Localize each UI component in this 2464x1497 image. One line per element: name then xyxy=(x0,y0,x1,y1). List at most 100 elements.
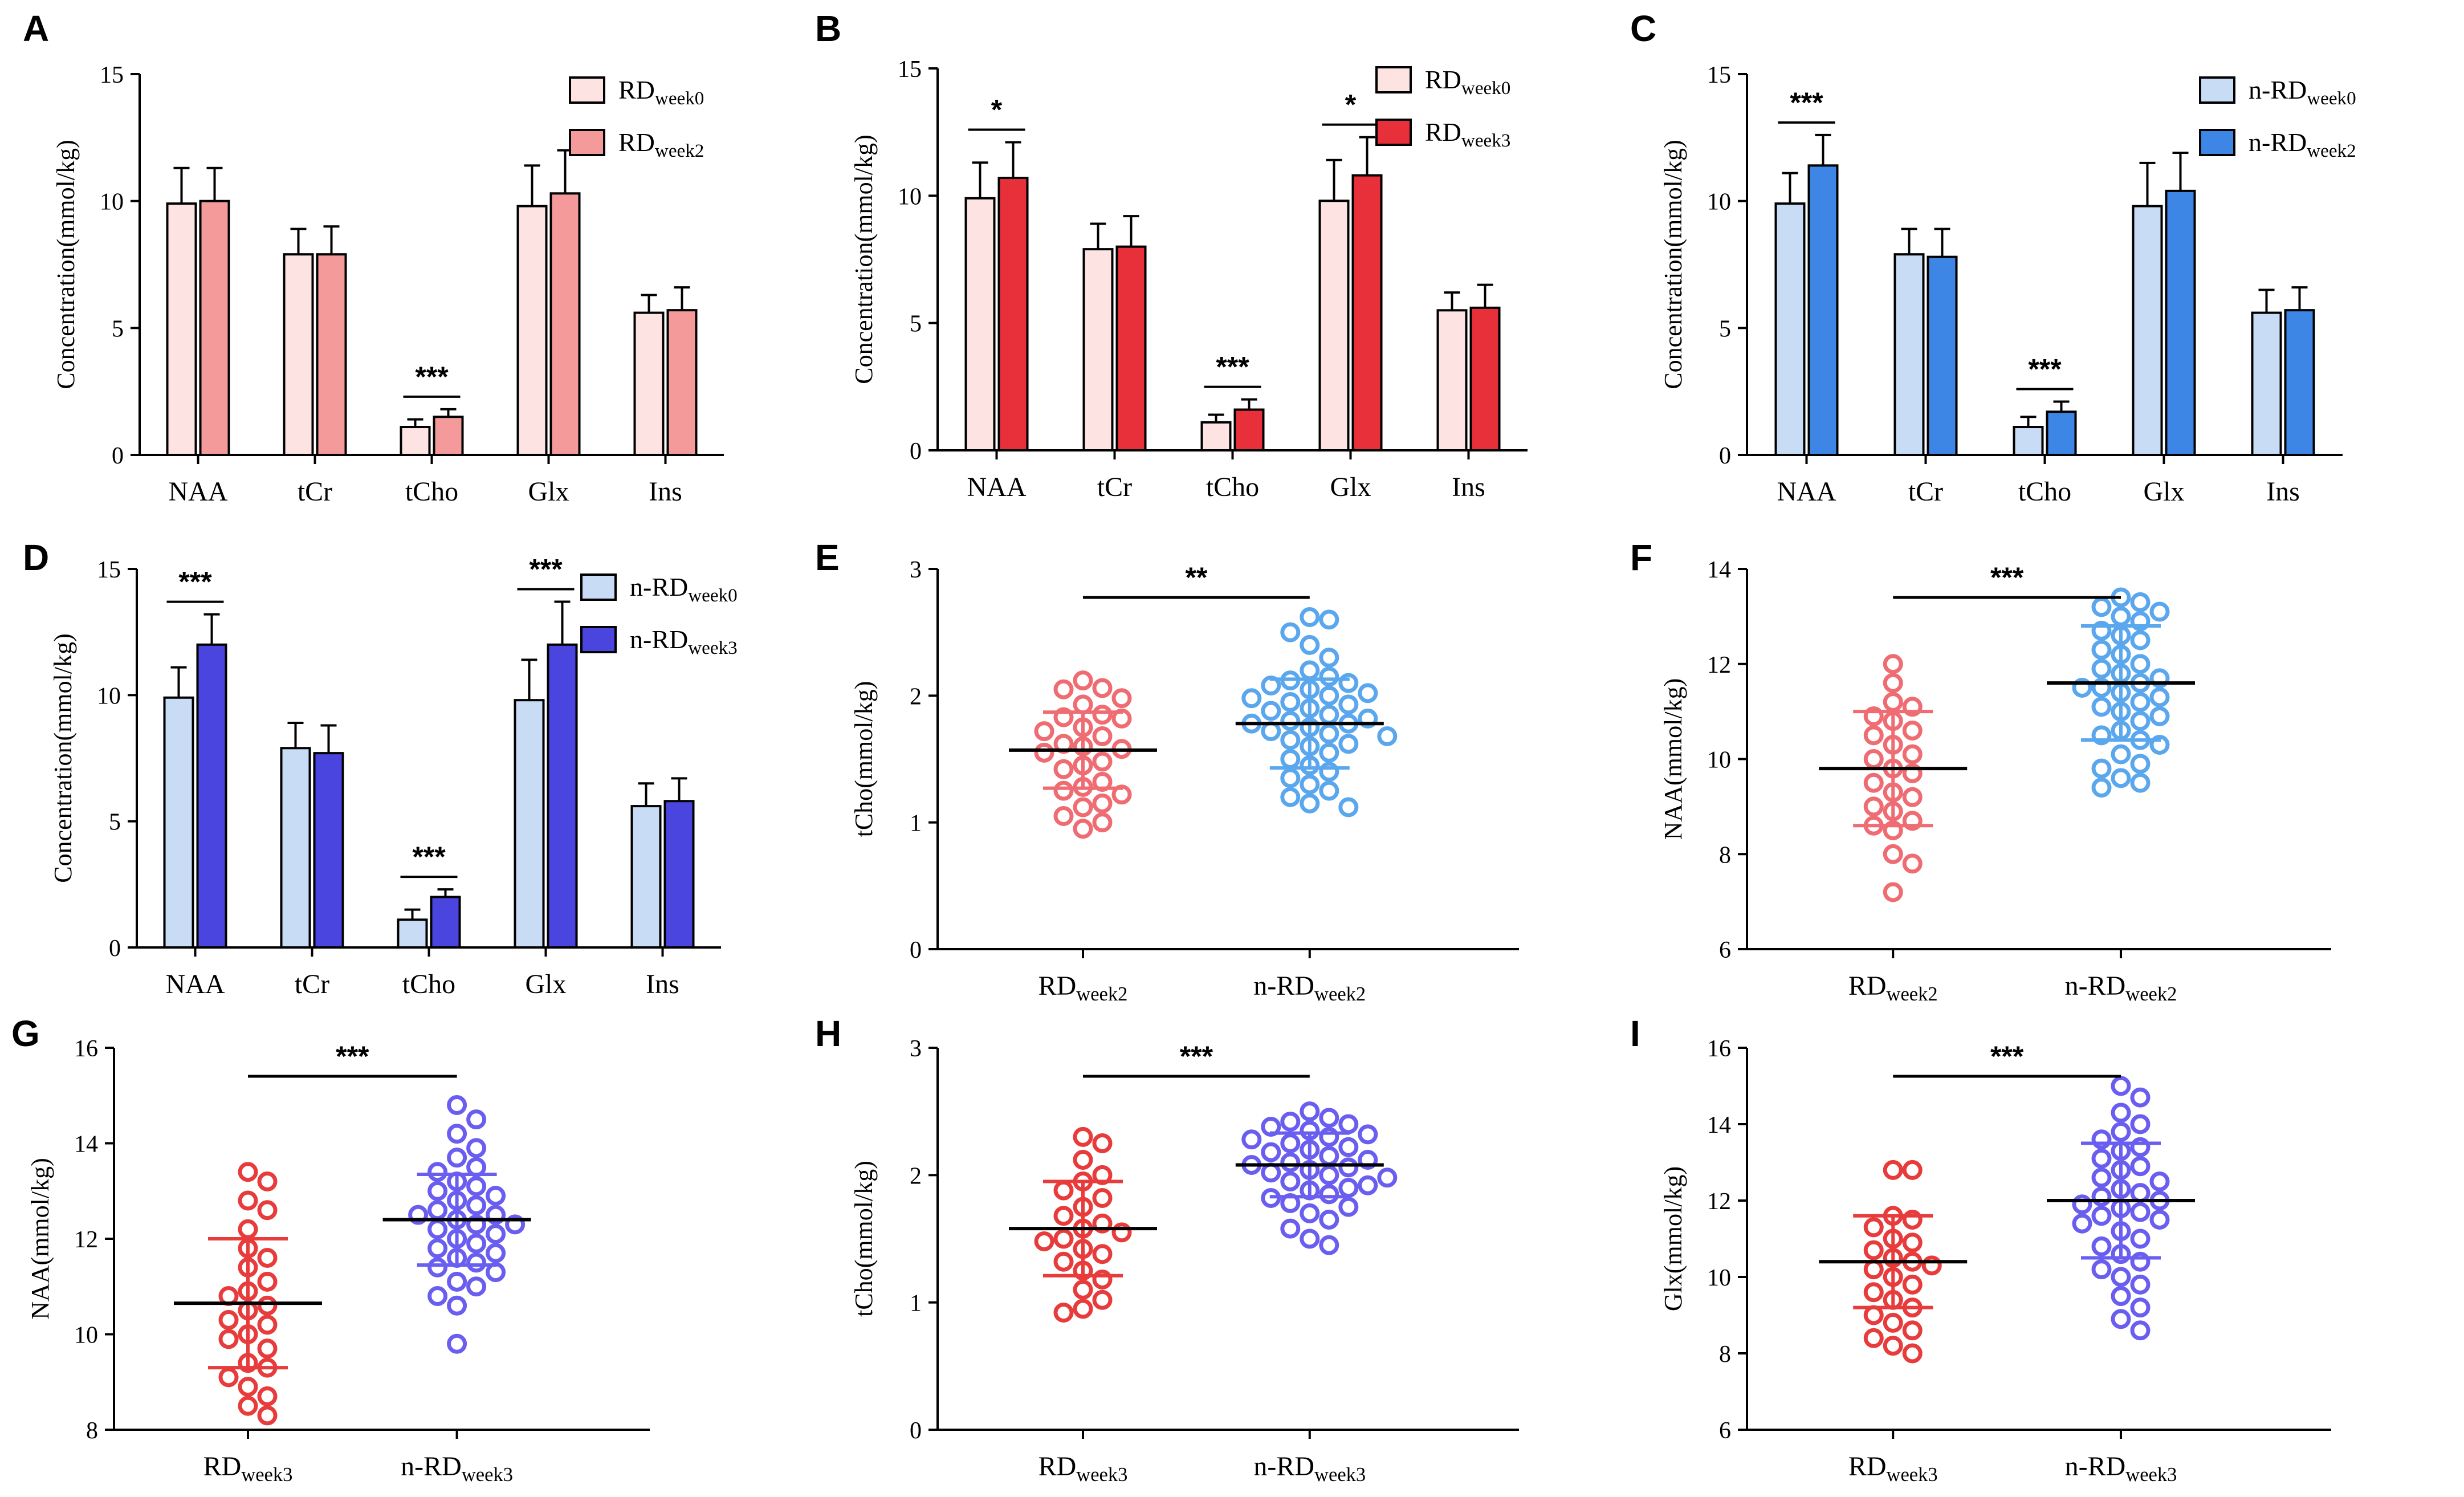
legend-label: RDweek3 xyxy=(1425,117,1510,151)
bar xyxy=(1807,164,1839,456)
data-point xyxy=(2130,1274,2151,1295)
x-tick-label: tCr xyxy=(295,969,329,999)
legend-label: RDweek2 xyxy=(618,128,704,161)
data-point xyxy=(1092,793,1113,813)
y-tick-label: 0 xyxy=(910,438,922,465)
y-tick-label: 14 xyxy=(74,1132,98,1158)
data-point xyxy=(257,1248,278,1268)
x-tick-label: tCho xyxy=(405,477,458,507)
data-point xyxy=(257,1339,278,1359)
bar xyxy=(1318,200,1350,451)
x-tick-label: NAA xyxy=(169,477,228,507)
legend-label-sub: week3 xyxy=(688,637,737,658)
x-tick-label: n-RDweek3 xyxy=(401,1451,513,1486)
bar xyxy=(633,311,665,457)
data-point xyxy=(2130,654,2151,674)
data-point xyxy=(1053,679,1074,699)
x-tick-label-main: RD xyxy=(1038,971,1077,1001)
data-point xyxy=(1053,1303,1074,1323)
x-tick-label: tCho xyxy=(1206,472,1259,502)
data-point xyxy=(2111,1267,2131,1287)
data-point xyxy=(257,1386,278,1406)
x-tick-label-main: n-RD xyxy=(2065,971,2126,1001)
data-point xyxy=(2111,768,2131,788)
data-point xyxy=(1300,607,1320,627)
bar xyxy=(400,426,431,456)
legend-swatch xyxy=(569,129,605,156)
y-axis-label: NAA(mmol/kg) xyxy=(1659,678,1687,840)
data-point xyxy=(1300,634,1320,655)
data-point xyxy=(1092,1269,1113,1289)
data-point xyxy=(1073,1279,1093,1300)
data-point xyxy=(1300,793,1320,813)
data-point xyxy=(1073,670,1093,691)
data-point xyxy=(427,1238,448,1259)
data-point xyxy=(2130,630,2151,650)
data-point xyxy=(238,1162,258,1182)
data-point xyxy=(486,1186,506,1206)
data-point xyxy=(1863,1240,1884,1260)
y-tick-label: 10 xyxy=(100,189,124,215)
data-point xyxy=(1863,1305,1884,1325)
y-tick-label: 14 xyxy=(1707,557,1731,583)
bar xyxy=(196,643,227,949)
data-point xyxy=(486,1243,506,1263)
data-point xyxy=(447,1148,467,1168)
data-point xyxy=(257,1171,278,1191)
data-point xyxy=(2130,1087,2151,1108)
x-tick-label-sub: week2 xyxy=(2125,983,2177,1005)
data-point xyxy=(1241,1129,1262,1150)
x-tick-label-sub: week3 xyxy=(1076,1464,1127,1486)
data-point xyxy=(2111,1121,2131,1142)
legend-swatch xyxy=(2199,129,2235,156)
y-tick-label: 8 xyxy=(86,1418,98,1444)
legend-label: n-RDweek2 xyxy=(2249,128,2356,161)
x-tick-label: tCr xyxy=(1908,477,1943,507)
x-tick-label: n-RDweek3 xyxy=(2065,1451,2177,1486)
data-point xyxy=(466,1176,487,1197)
legend-label-main: n-RD xyxy=(630,572,688,601)
legend-label-sub: week0 xyxy=(2307,88,2356,109)
data-point xyxy=(1319,762,1339,782)
bar xyxy=(1115,245,1147,451)
data-point xyxy=(2091,1129,2112,1150)
x-tick-label: n-RDweek2 xyxy=(2065,971,2177,1005)
data-point xyxy=(1358,683,1378,703)
data-point xyxy=(1319,723,1339,744)
data-point xyxy=(2149,687,2170,707)
data-point xyxy=(2091,697,2112,717)
panel-letter: C xyxy=(1630,8,1656,49)
data-point xyxy=(1319,685,1339,706)
x-tick-label-main: n-RD xyxy=(1253,1451,1314,1482)
data-point xyxy=(2130,772,2151,793)
data-point xyxy=(2091,658,2112,679)
data-point xyxy=(1883,654,1903,674)
data-point xyxy=(1883,673,1903,693)
x-tick-label: n-RDweek2 xyxy=(1253,971,1366,1005)
data-point xyxy=(1863,1282,1884,1303)
data-point xyxy=(257,1295,278,1316)
data-point xyxy=(1338,1114,1359,1134)
y-tick-label: 0 xyxy=(910,1418,922,1444)
y-axis-label: Concentration(mmol/kg) xyxy=(52,140,80,389)
x-tick-label: n-RDweek3 xyxy=(1253,1451,1366,1486)
data-point xyxy=(1902,744,1923,764)
data-point xyxy=(2091,1236,2112,1256)
data-point xyxy=(1902,1232,1923,1253)
data-point xyxy=(1092,678,1113,698)
data-point xyxy=(257,1315,278,1335)
data-point xyxy=(1261,721,1281,742)
data-point xyxy=(1300,1101,1320,1122)
data-point xyxy=(2072,1213,2092,1234)
data-point xyxy=(1883,844,1903,864)
data-point xyxy=(2149,668,2170,689)
panel-letter: D xyxy=(23,537,49,578)
data-point xyxy=(1377,1168,1398,1188)
x-tick-label: Glx xyxy=(2144,477,2185,507)
significance-label: * xyxy=(991,94,1003,126)
legend-label: n-RDweek3 xyxy=(630,625,738,658)
legend-swatch xyxy=(1375,119,1412,146)
